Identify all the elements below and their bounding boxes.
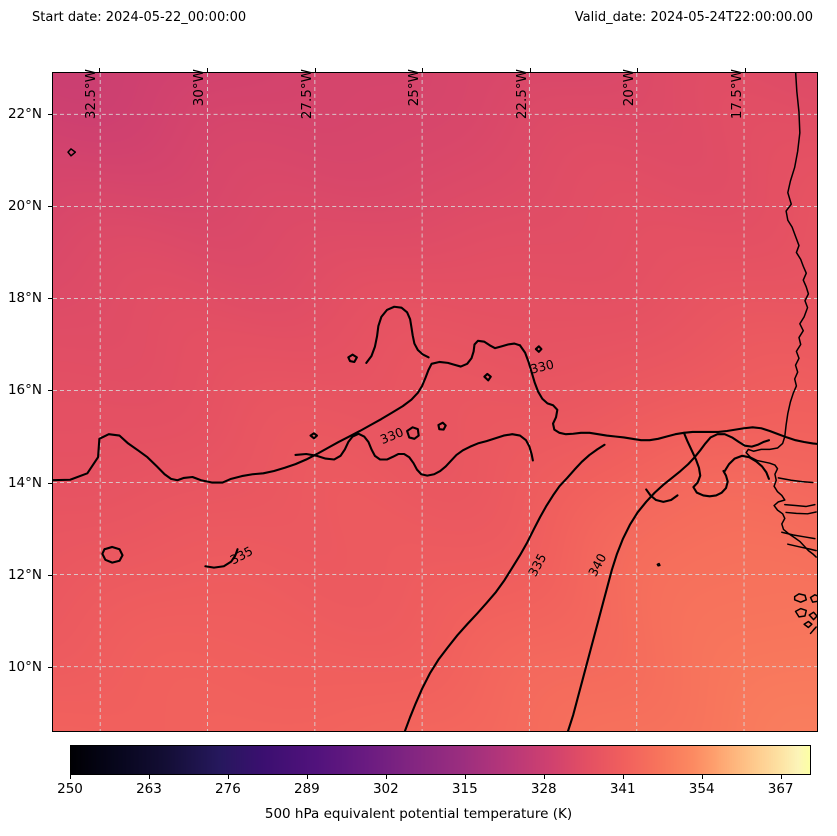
x-tick-label: 27.5°W — [298, 69, 315, 120]
coastline-path — [794, 607, 808, 618]
contour-line-330 — [518, 344, 817, 445]
contour-line-330 — [309, 432, 319, 440]
colorbar-tick-label: 315 — [451, 781, 478, 797]
colorbar-tick-mark — [780, 775, 782, 779]
contour-line-330 — [365, 305, 430, 364]
contour-line-335 — [723, 454, 770, 480]
coastline-path — [785, 511, 817, 515]
valid-date-annotation: Valid_date: 2024-05-24T22:00:00.00 — [568, 8, 819, 30]
contour-line-335 — [403, 443, 606, 731]
x-tick-mark — [744, 68, 746, 72]
coastline-path — [777, 477, 814, 484]
coastline-path — [781, 531, 816, 540]
y-tick-mark — [48, 575, 52, 577]
contour-layer — [53, 305, 817, 731]
x-tick-mark — [99, 68, 101, 72]
colorbar-tick-label: 302 — [372, 781, 399, 797]
x-tick-mark — [314, 68, 316, 72]
coastline-path — [656, 562, 661, 567]
y-tick-label: 12°N — [7, 567, 42, 584]
y-tick-mark — [48, 298, 52, 300]
contour-label: 330 — [529, 356, 556, 376]
colorbar-tick-label: 250 — [57, 781, 83, 797]
contour-line-335 — [204, 548, 239, 569]
colorbar-tick-mark — [227, 775, 229, 779]
colorbar-tick-label: 289 — [293, 781, 320, 797]
colorbar-tick-label: 354 — [688, 781, 715, 797]
contour-line-330 — [294, 432, 534, 477]
coastline-path — [809, 626, 817, 635]
colorbar-tick-label: 263 — [136, 781, 162, 797]
colorbar-title: 500 hPa equivalent potential temperature… — [264, 806, 573, 822]
colorbar-tick-label: 367 — [767, 781, 794, 797]
temperature-field — [53, 73, 817, 731]
contour-line-330 — [534, 345, 543, 353]
y-tick-mark — [48, 390, 52, 392]
y-tick-label: 20°N — [7, 197, 42, 214]
x-tick-label: 22.5°W — [513, 69, 530, 120]
colorbar-tick-label: 328 — [530, 781, 557, 797]
y-tick-label: 14°N — [7, 474, 42, 491]
coastline-path — [793, 593, 808, 603]
map-plot-area[interactable]: 330 330 335 335 340 — [52, 72, 818, 732]
colorbar-tick-mark — [701, 775, 703, 779]
y-tick-label: 10°N — [7, 659, 42, 676]
y-tick-label: 18°N — [7, 290, 42, 307]
x-tick-mark — [422, 68, 424, 72]
contour-label: 330 — [378, 424, 406, 447]
colorbar-tick-label: 341 — [609, 781, 636, 797]
x-tick-label: 17.5°W — [728, 69, 745, 120]
coastline-path — [787, 543, 817, 552]
colorbar-tick-mark — [385, 775, 387, 779]
contour-line-330 — [406, 426, 420, 440]
colorbar-tick-label: 276 — [215, 781, 241, 797]
coastline-path — [67, 148, 77, 157]
contour-line-330 — [437, 421, 447, 431]
colorbar-tick-mark — [622, 775, 624, 779]
y-tick-mark — [48, 667, 52, 669]
contour-line-335 — [645, 488, 679, 503]
contour-line-340 — [567, 433, 770, 731]
x-tick-mark — [206, 68, 208, 72]
colorbar[interactable] — [70, 745, 811, 775]
y-tick-label: 22°N — [7, 105, 42, 122]
x-tick-label: 30°W — [190, 69, 207, 107]
contour-line-330 — [347, 353, 358, 364]
coastline-path — [745, 73, 817, 558]
y-tick-mark — [48, 205, 52, 207]
contour-line-330 — [483, 372, 492, 382]
x-tick-label: 25°W — [406, 69, 423, 107]
coastline-path — [809, 594, 817, 603]
y-tick-mark — [48, 113, 52, 115]
contour-line-335 — [101, 545, 124, 564]
x-tick-mark — [529, 68, 531, 72]
contour-line-330 — [53, 339, 522, 484]
x-tick-label: 32.5°W — [83, 69, 100, 120]
colorbar-tick-mark — [543, 775, 545, 779]
gridlines — [53, 73, 817, 731]
colorbar-tick-mark — [148, 775, 150, 779]
colorbar-tick-mark — [306, 775, 308, 779]
coastline-layer — [67, 73, 817, 635]
y-tick-mark — [48, 482, 52, 484]
coastline-path — [808, 611, 817, 621]
coastline-path — [803, 620, 813, 629]
x-tick-label: 20°W — [621, 69, 638, 107]
x-tick-mark — [637, 68, 639, 72]
coastline-path — [784, 503, 816, 508]
colorbar-gradient — [71, 746, 810, 774]
contour-label: 335 — [227, 543, 255, 567]
y-tick-label: 16°N — [7, 382, 42, 399]
colorbar-tick-mark — [464, 775, 466, 779]
colorbar-tick-mark — [70, 775, 71, 779]
start-date-annotation: Start date: 2024-05-22_00:00:00 — [26, 8, 253, 30]
